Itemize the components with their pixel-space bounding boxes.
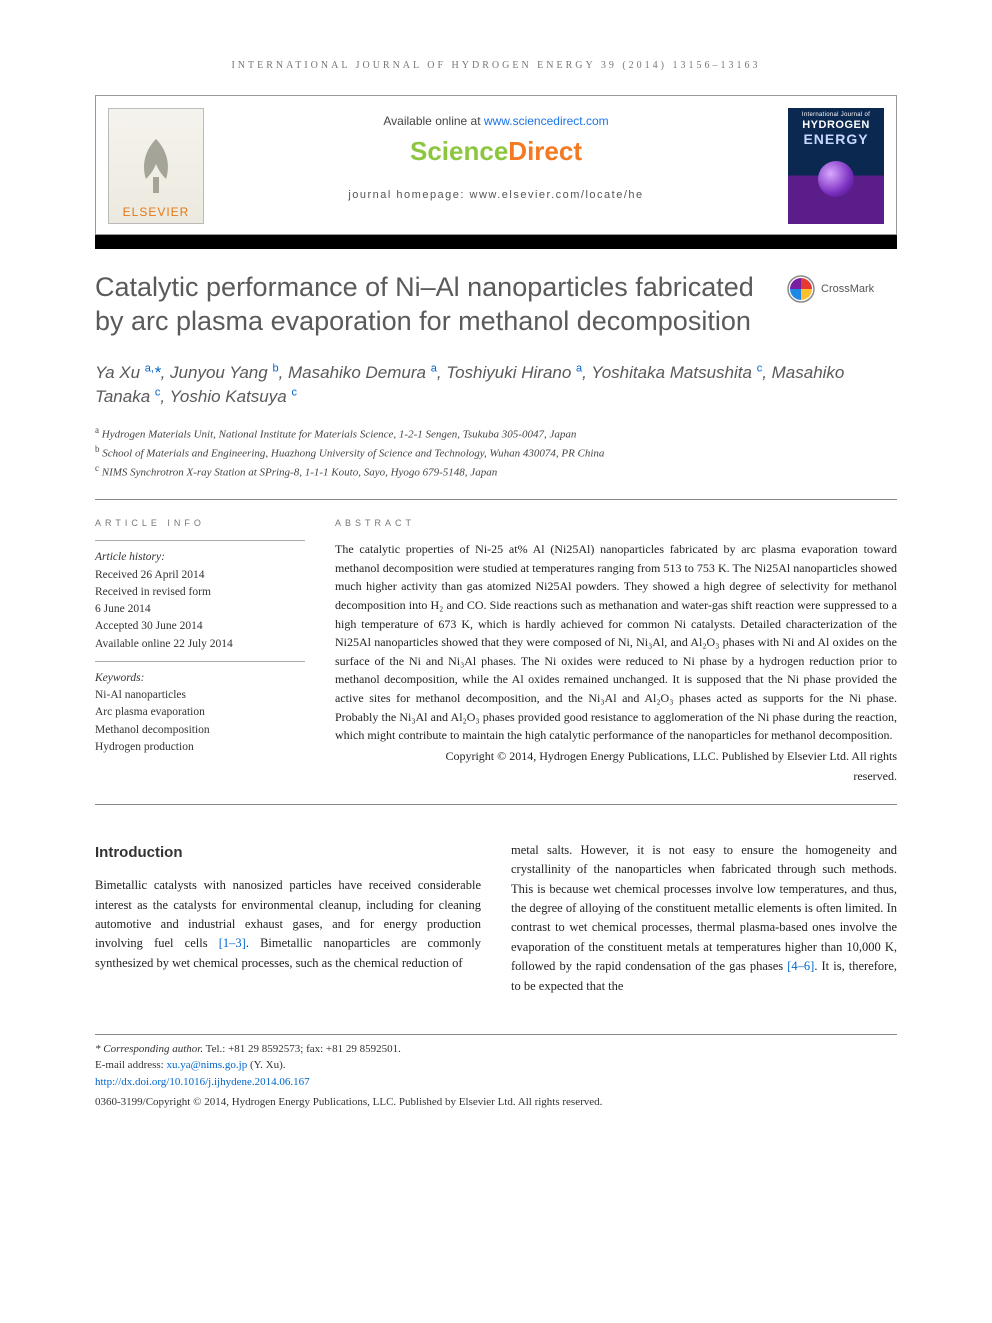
available-prefix: Available online at [383,114,484,128]
journal-homepage: journal homepage: www.elsevier.com/locat… [216,189,776,201]
journal-cover: International Journal of HYDROGEN ENERGY [788,108,884,224]
corresponding-text: Tel.: +81 29 8592573; fax: +81 29 859250… [203,1043,401,1055]
sciencedirect-logo: ScienceDirect [216,136,776,167]
header-box: ELSEVIER International Journal of HYDROG… [95,95,897,235]
affiliation-line: a Hydrogen Materials Unit, National Inst… [95,424,897,443]
available-online: Available online at www.sciencedirect.co… [216,114,776,128]
keywords-label: Keywords: [95,670,305,687]
cover-line1: International Journal of [790,112,882,118]
keyword-line: Arc plasma evaporation [95,704,305,721]
email-link[interactable]: xu.ya@nims.go.jp [166,1059,247,1071]
sd-part2: Direct [508,136,582,166]
elsevier-logo: ELSEVIER [108,108,204,224]
introduction-head: Introduction [95,841,481,864]
copyright-line2: reserved. [335,767,897,786]
doi-link[interactable]: http://dx.doi.org/10.1016/j.ijhydene.201… [95,1076,310,1088]
footnotes: * Corresponding author. Tel.: +81 29 859… [95,1034,897,1111]
affiliation-line: b School of Materials and Engineering, H… [95,443,897,462]
col2-text: metal salts. However, it is not easy to … [511,843,897,973]
cover-line2: HYDROGEN [790,119,882,131]
rule-divider [95,804,897,805]
crossmark-badge[interactable]: CrossMark [787,275,897,303]
tree-icon [126,129,186,201]
corresponding-label: * Corresponding author. [95,1043,203,1055]
elsevier-label: ELSEVIER [123,205,190,219]
email-label: E-mail address: [95,1059,166,1071]
abstract-text: The catalytic properties of Ni-25 at% Al… [335,540,897,745]
keyword-line: Methanol decomposition [95,722,305,739]
history-line: Accepted 30 June 2014 [95,618,305,635]
history-label: Article history: [95,549,305,566]
keyword-line: Ni-Al nanoparticles [95,687,305,704]
keyword-line: Hydrogen production [95,739,305,756]
affiliation-line: c NIMS Synchrotron X-ray Station at SPri… [95,462,897,481]
issn-line: 0360-3199/Copyright © 2014, Hydrogen Ene… [95,1094,897,1111]
cover-line3: ENERGY [790,131,882,147]
sciencedirect-link[interactable]: www.sciencedirect.com [484,114,609,128]
cover-orb-icon [818,161,854,197]
ref-link-4-6[interactable]: [4–6] [787,959,814,973]
authors-list: Ya Xu a,*, Junyou Yang b, Masahiko Demur… [95,361,897,410]
affiliations: a Hydrogen Materials Unit, National Inst… [95,424,897,481]
history-line: Received 26 April 2014 [95,567,305,584]
abstract-column: ABSTRACT The catalytic properties of Ni-… [335,518,897,786]
body-columns: Introduction Bimetallic catalysts with n… [95,841,897,996]
body-col-right: metal salts. However, it is not easy to … [511,841,897,996]
intro-para: Bimetallic catalysts with nanosized part… [95,876,481,973]
black-divider [95,235,897,249]
article-info-head: ARTICLE INFO [95,518,305,528]
rule-divider [95,499,897,500]
article-title: Catalytic performance of Ni–Al nanoparti… [95,271,767,339]
sd-part1: Science [410,136,508,166]
email-tail: (Y. Xu). [247,1059,285,1071]
article-info-column: ARTICLE INFO Article history: Received 2… [95,518,305,786]
copyright-line1: Copyright © 2014, Hydrogen Energy Public… [335,747,897,766]
body-col-left: Introduction Bimetallic catalysts with n… [95,841,481,996]
ref-link-1-3[interactable]: [1–3] [219,936,246,950]
history-line: Available online 22 July 2014 [95,636,305,653]
history-line: 6 June 2014 [95,601,305,618]
intro-para-cont: metal salts. However, it is not easy to … [511,841,897,996]
crossmark-label: CrossMark [821,283,874,295]
running-head: INTERNATIONAL JOURNAL OF HYDROGEN ENERGY… [95,60,897,71]
abstract-head: ABSTRACT [335,518,897,528]
crossmark-icon [787,275,815,303]
history-line: Received in revised form [95,584,305,601]
